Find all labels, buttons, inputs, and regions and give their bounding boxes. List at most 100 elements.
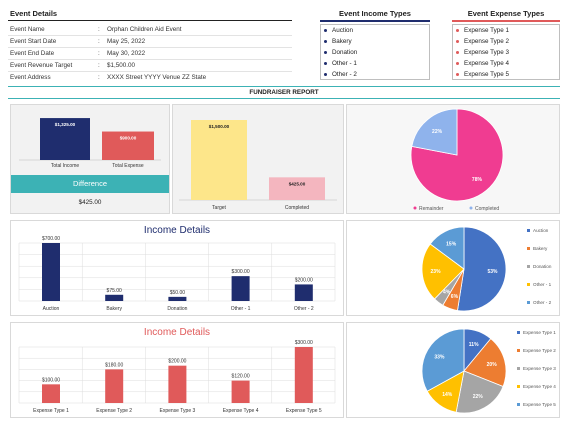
- difference-label: Difference: [72, 179, 108, 188]
- income-type-item: Donation: [324, 49, 357, 56]
- data-label: $120.00: [232, 374, 250, 380]
- pie-data-label: 23%: [431, 269, 442, 275]
- pie-data-label: 22%: [432, 129, 443, 135]
- detail-value: May 30, 2022: [107, 50, 146, 57]
- difference-bar: Difference: [11, 175, 169, 193]
- data-label: $425.00: [289, 181, 306, 186]
- pie-data-label: 22%: [473, 394, 484, 400]
- pie-data-label: 6%: [451, 294, 459, 300]
- tick-label: Other - 1: [231, 306, 251, 312]
- pie-slice: [421, 328, 465, 392]
- detail-label: Event Start Date: [10, 38, 57, 45]
- remainder-pie-panel: 78% 22% Remainder Completed: [346, 104, 560, 214]
- legend-label: Expense Type 5: [523, 402, 556, 407]
- data-label: $180.00: [105, 362, 123, 368]
- bar: [191, 120, 247, 200]
- event-details-section: Event Details Event Name : Orphan Childr…: [8, 6, 292, 82]
- pie-data-label: 14%: [442, 392, 453, 398]
- data-label: $75.00: [107, 288, 123, 294]
- income-expense-chart: $1,325.00 Total Income $900.00 Total Expens…: [19, 118, 161, 169]
- expense-details-title: Income Details: [143, 327, 211, 338]
- expense-details-chart: $100.00 Expense Type 1 $180.00 Expense Type…: [18, 340, 336, 414]
- target-chart: $1,500.00 Target $425.00 Completed: [179, 120, 337, 211]
- detail-value: May 25, 2022: [107, 38, 146, 45]
- legend-swatch: [527, 247, 530, 250]
- detail-colon: :: [98, 26, 100, 33]
- bar: [231, 276, 250, 301]
- event-details-divider: [8, 20, 292, 21]
- event-details-title: Event Details: [10, 9, 58, 18]
- pie-slice: [463, 338, 507, 387]
- tick-label: Expense Type 4: [223, 408, 259, 414]
- bar: [105, 369, 124, 403]
- data-label: $300.00: [232, 269, 250, 275]
- expense-pie-panel: 11% 20% 22% 14% 33% Expense Type 1 Expense Typ…: [346, 322, 560, 418]
- detail-value: $1,500.00: [107, 62, 136, 69]
- legend-swatch: [517, 403, 520, 406]
- detail-label: Event Name: [10, 26, 45, 33]
- expense-types-underline: [452, 20, 560, 22]
- data-label: $200.00: [295, 277, 313, 283]
- bar: [40, 118, 90, 160]
- income-details-chart: $700.00 Auction $75.00 Bakery $50.00 Donation…: [18, 236, 336, 312]
- income-details-title: Income Details: [143, 225, 211, 236]
- legend-label: Completed: [475, 206, 499, 212]
- pie-slice: [421, 243, 465, 300]
- pie-slice: [457, 226, 507, 312]
- report-banner: FUNDRAISER REPORT: [8, 86, 560, 99]
- detail-value: Orphan Children Aid Event: [107, 26, 182, 33]
- bar: [168, 296, 187, 301]
- pie-data-label: 78%: [472, 177, 483, 183]
- bar: [231, 380, 250, 403]
- income-expense-panel: $1,325.00 Total Income $900.00 Total Expens…: [10, 104, 170, 214]
- data-label: $50.00: [170, 290, 186, 296]
- legend-swatch: [469, 206, 473, 210]
- pie-data-label: 15%: [446, 241, 457, 247]
- income-type-item: Other - 2: [324, 71, 357, 78]
- pie-slice: [411, 108, 458, 156]
- pie-data-label: 20%: [487, 362, 498, 368]
- tick-label: Total Expense: [112, 163, 144, 169]
- tick-label: Donation: [167, 306, 187, 312]
- expense-types-title: Event Expense Types: [467, 9, 545, 18]
- pie-data-label: 11%: [469, 342, 479, 348]
- income-type-item: Bakery: [324, 38, 352, 45]
- bar: [42, 384, 60, 403]
- legend-swatch: [527, 229, 530, 232]
- bar: [42, 243, 60, 301]
- detail-label: Event Address: [10, 74, 51, 81]
- detail-colon: :: [98, 50, 100, 57]
- expense-type-item: Expense Type 5: [456, 71, 509, 78]
- legend-label: Expense Type 4: [523, 384, 556, 389]
- detail-value: XXXX Street YYYY Venue ZZ State: [107, 74, 207, 81]
- income-type-item: Other - 1: [324, 60, 357, 67]
- legend-label: Donation: [533, 264, 552, 269]
- expense-details-panel: Income Details $100.00 Expense Type 1 $180…: [10, 322, 344, 418]
- detail-colon: :: [98, 74, 100, 81]
- tick-label: Expense Type 2: [96, 408, 132, 414]
- row-divider: [8, 47, 292, 48]
- legend-swatch: [517, 385, 520, 388]
- detail-label: Event End Date: [10, 50, 55, 57]
- legend-label: Expense Type 1: [523, 330, 556, 335]
- income-pie-panel: 53% 6% 4% 23% 15% Auction Bakery Donation Other …: [346, 220, 560, 316]
- legend-swatch: [517, 331, 520, 334]
- data-label: $300.00: [295, 340, 313, 346]
- expense-type-item: Expense Type 2: [456, 38, 509, 45]
- expense-type-item: Expense Type 3: [456, 49, 509, 56]
- tick-label: Auction: [43, 306, 60, 312]
- legend-swatch: [527, 283, 530, 286]
- bar: [102, 131, 154, 160]
- data-label: $900.00: [120, 136, 137, 141]
- legend-label: Other - 1: [533, 282, 552, 287]
- income-types-underline: [320, 20, 430, 22]
- pie-data-label: 33%: [434, 354, 445, 360]
- detail-colon: :: [98, 62, 100, 69]
- remainder-pie-chart: 78% 22% Remainder Completed: [410, 108, 504, 212]
- pie-slice: [455, 370, 504, 414]
- legend-label: Expense Type 3: [523, 366, 556, 371]
- income-pie-chart: 53% 6%4% 23% 15% Auction Bakery Donation Other …: [421, 226, 552, 312]
- income-details-panel: Income Details $700.00 Auction $75.00 Baker…: [10, 220, 344, 316]
- legend-swatch: [517, 367, 520, 370]
- data-label: $1,500.00: [209, 124, 230, 129]
